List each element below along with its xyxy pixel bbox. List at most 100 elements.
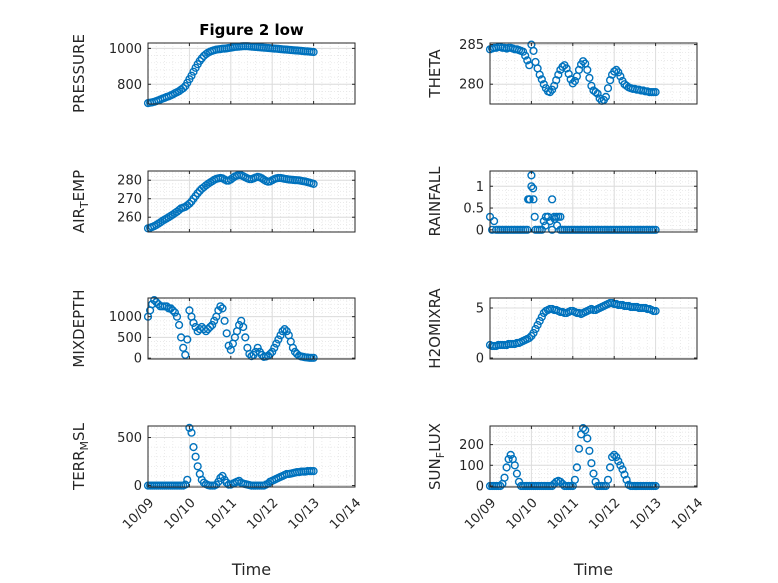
y-axis-label: RAINFALL [426, 166, 444, 237]
y-tick-label: 0 [476, 352, 484, 367]
x-tick-label: 10/14 [669, 496, 706, 533]
y-tick-label: 500 [117, 331, 142, 346]
data-point [152, 298, 161, 307]
data-point [578, 424, 588, 433]
data-point [593, 89, 602, 98]
data-point [535, 316, 544, 326]
data-point [614, 457, 623, 466]
data-point [268, 347, 277, 357]
data-point [185, 199, 194, 208]
data-point [251, 347, 260, 357]
data-point [183, 335, 192, 344]
data-point [500, 473, 509, 482]
data-point [510, 461, 519, 470]
data-point [187, 428, 196, 437]
data-point [620, 470, 629, 479]
data-point [528, 184, 538, 193]
data-point [585, 73, 594, 83]
data-point [533, 320, 542, 330]
data-point [288, 343, 298, 352]
y-axis-label: THETA [426, 49, 444, 99]
data-point [201, 327, 211, 336]
axes-frame [147, 42, 356, 105]
data-point [558, 62, 567, 71]
data-point [587, 459, 596, 468]
y-axis-label: PRESSURE [70, 34, 88, 113]
data-point [556, 477, 565, 486]
data-point [589, 469, 598, 478]
x-tick-label: 10/11 [545, 496, 582, 533]
subplot-4: 0 0.5 1 RAINFALL [426, 166, 698, 238]
subplot-1: 800 1000 PRESSURE Figure 2 low [70, 21, 356, 113]
data-point [203, 325, 213, 334]
y-tick-label: 1000 [109, 310, 142, 325]
data-point [539, 80, 548, 89]
data-point [541, 221, 550, 230]
data-point [175, 205, 184, 215]
data-point [504, 455, 513, 464]
data-point [581, 426, 590, 435]
data-point [150, 296, 159, 305]
data-point [189, 443, 198, 452]
data-point [547, 85, 557, 94]
data-point [253, 343, 262, 352]
y-tick-label: 270 [117, 192, 142, 207]
data-point [529, 195, 538, 204]
data-point [603, 84, 613, 93]
y-axis-label-rest: EMP [70, 170, 88, 201]
data-point [518, 47, 528, 56]
data-point [189, 318, 198, 328]
subplot-2: 280 285 THETA [426, 38, 698, 105]
data-point [185, 423, 194, 433]
data-point [651, 87, 660, 97]
data-point [531, 324, 540, 334]
data-point [525, 195, 534, 204]
data-point [179, 84, 188, 93]
data-point [166, 304, 175, 313]
y-axis-label-subscript: M [78, 441, 91, 451]
data-point [547, 225, 557, 234]
plot-area [148, 426, 355, 487]
data-point [601, 92, 611, 102]
data-point [583, 434, 592, 443]
data-point [651, 225, 660, 234]
y-tick-label: 200 [459, 438, 484, 453]
x-tick-label: 10/13 [286, 496, 323, 533]
data-point [612, 452, 621, 462]
data-point [525, 61, 534, 70]
y-axis-label-main: SUN [426, 458, 444, 490]
data-point [276, 331, 285, 340]
x-tick-label: 10/11 [203, 496, 240, 533]
y-tick-label: 5 [476, 302, 484, 317]
data-point [241, 333, 250, 342]
data-point [309, 47, 318, 57]
data-point [189, 67, 198, 76]
data-point [274, 335, 283, 344]
data-point [309, 353, 318, 362]
data-point [521, 51, 530, 60]
data-point [578, 57, 588, 66]
data-point [618, 465, 627, 474]
data-point [537, 75, 546, 84]
data-point [552, 221, 562, 230]
data-point [179, 343, 188, 352]
y-tick-label: 260 [117, 211, 142, 226]
data-point [218, 304, 227, 313]
data-point [183, 475, 192, 484]
x-tick-label: 10/09 [462, 496, 499, 533]
data-point [622, 81, 631, 90]
data-point [547, 481, 557, 491]
y-tick-label: 800 [117, 78, 142, 93]
data-point [547, 195, 557, 204]
x-tick-label: 10/14 [327, 496, 364, 533]
data-point [570, 475, 580, 484]
data-point [651, 481, 660, 491]
data-point [622, 475, 631, 484]
data-point [616, 72, 625, 81]
data-point [208, 320, 217, 330]
subplot-3: 260 270 280 AIRTEMP [70, 170, 356, 233]
axes-frame [489, 42, 698, 105]
plot-area [490, 426, 697, 487]
x-tick-label: 10/12 [586, 496, 623, 533]
